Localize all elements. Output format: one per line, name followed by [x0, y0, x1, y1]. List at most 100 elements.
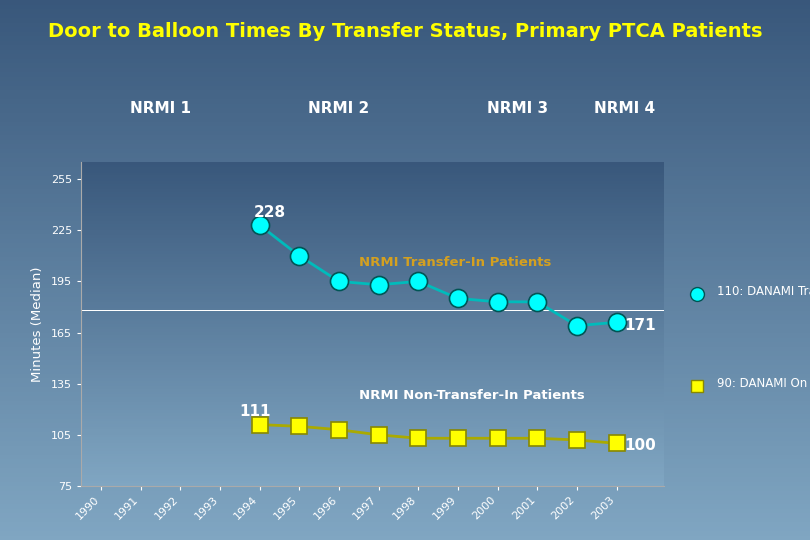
Bar [0, 306, 810, 310]
Bar [81, 275, 664, 278]
Bar [81, 392, 664, 394]
Bar [0, 81, 810, 85]
Bar [81, 362, 664, 364]
Bar [0, 50, 810, 54]
Bar [81, 192, 664, 194]
Bar [81, 375, 664, 378]
Bar [81, 454, 664, 456]
Text: NRMI 1: NRMI 1 [130, 100, 191, 116]
Bar [81, 176, 664, 178]
Bar [0, 338, 810, 342]
Bar [81, 483, 664, 486]
Bar [0, 239, 810, 243]
Bar [81, 227, 664, 229]
Bar [81, 389, 664, 392]
Bar [0, 148, 810, 153]
Bar [81, 456, 664, 459]
Bar [0, 144, 810, 148]
Bar [81, 400, 664, 402]
Bar [81, 424, 664, 427]
Bar [0, 482, 810, 486]
Bar [0, 418, 810, 423]
Bar [81, 435, 664, 437]
Bar [81, 286, 664, 289]
Bar [0, 225, 810, 229]
Bar [0, 328, 810, 333]
Bar [0, 256, 810, 261]
Bar [81, 211, 664, 213]
Bar [81, 470, 664, 472]
Bar [81, 443, 664, 445]
Bar [81, 278, 664, 281]
Bar [81, 356, 664, 359]
Bar [81, 319, 664, 321]
Bar [81, 232, 664, 235]
Bar [0, 202, 810, 207]
Bar [0, 455, 810, 459]
Bar [0, 387, 810, 392]
Bar [0, 112, 810, 117]
Bar [81, 408, 664, 410]
Bar [0, 180, 810, 185]
Bar [0, 243, 810, 247]
Bar [81, 354, 664, 356]
Text: NRMI 3: NRMI 3 [487, 100, 548, 116]
Bar [0, 234, 810, 239]
Bar [0, 360, 810, 364]
Text: 100: 100 [625, 437, 656, 453]
Bar [81, 405, 664, 408]
Bar [81, 178, 664, 181]
Bar [0, 139, 810, 144]
Bar [81, 213, 664, 216]
Bar [81, 230, 664, 232]
Bar [81, 451, 664, 454]
Bar [81, 335, 664, 338]
Bar [81, 394, 664, 397]
Bar [81, 316, 664, 319]
Text: 90: DANAMI On Site: 90: DANAMI On Site [717, 377, 810, 390]
Text: NRMI Non-Transfer-In Patients: NRMI Non-Transfer-In Patients [359, 389, 585, 402]
Bar [0, 94, 810, 99]
Bar [81, 305, 664, 308]
Bar [81, 294, 664, 297]
Bar [0, 441, 810, 445]
Bar [0, 536, 810, 540]
Bar [81, 478, 664, 481]
Bar [0, 428, 810, 432]
Bar [0, 288, 810, 293]
Bar [0, 274, 810, 279]
Bar [81, 208, 664, 211]
Bar [81, 267, 664, 270]
Bar [0, 117, 810, 122]
Bar [0, 301, 810, 306]
Bar [81, 324, 664, 327]
Bar [0, 99, 810, 104]
Bar [0, 0, 810, 4]
Bar [81, 235, 664, 238]
Bar [81, 429, 664, 432]
Bar [0, 279, 810, 284]
Bar [81, 446, 664, 448]
Bar [0, 446, 810, 450]
Bar [0, 517, 810, 522]
Bar [81, 464, 664, 467]
Bar [81, 467, 664, 470]
Bar [0, 401, 810, 405]
Bar [81, 421, 664, 424]
Bar [0, 85, 810, 90]
Bar [0, 18, 810, 23]
Bar [81, 437, 664, 440]
Bar [0, 355, 810, 360]
Bar [81, 343, 664, 346]
Bar [81, 329, 664, 332]
Bar [81, 219, 664, 221]
Text: 171: 171 [625, 318, 656, 333]
Bar [81, 273, 664, 275]
Bar [0, 31, 810, 36]
Bar [81, 367, 664, 370]
Bar [0, 382, 810, 387]
Bar [0, 162, 810, 166]
Bar [81, 402, 664, 405]
Bar [0, 310, 810, 315]
Bar [81, 181, 664, 184]
